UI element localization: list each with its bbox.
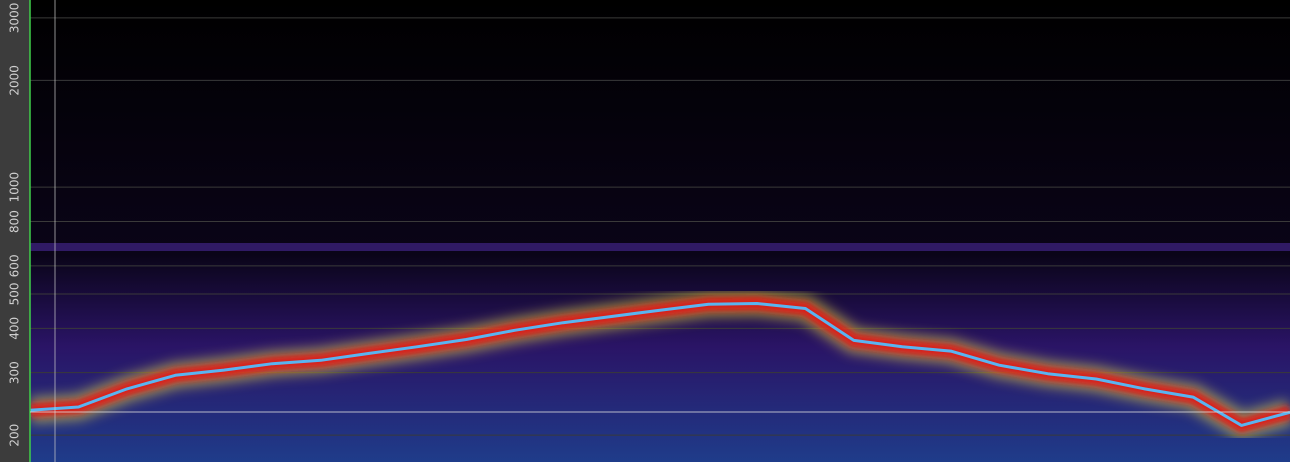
y-tick-label: 600 [8,254,22,277]
y-tick-label: 3000 [8,3,22,34]
noise-band [30,243,1290,251]
y-tick-label: 800 [8,210,22,233]
y-tick-label: 2000 [8,65,22,96]
y-tick-label: 1000 [8,172,22,203]
y-tick-label: 200 [8,424,22,447]
y-axis-strip [0,0,30,462]
y-tick-label: 500 [8,283,22,306]
y-tick-label: 300 [8,361,22,384]
y-tick-label: 400 [8,317,22,340]
pitch-line [29,302,1290,427]
